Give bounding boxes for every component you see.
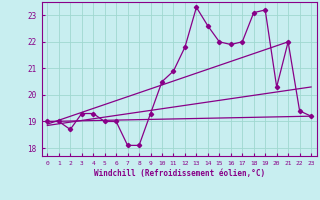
X-axis label: Windchill (Refroidissement éolien,°C): Windchill (Refroidissement éolien,°C) — [94, 169, 265, 178]
